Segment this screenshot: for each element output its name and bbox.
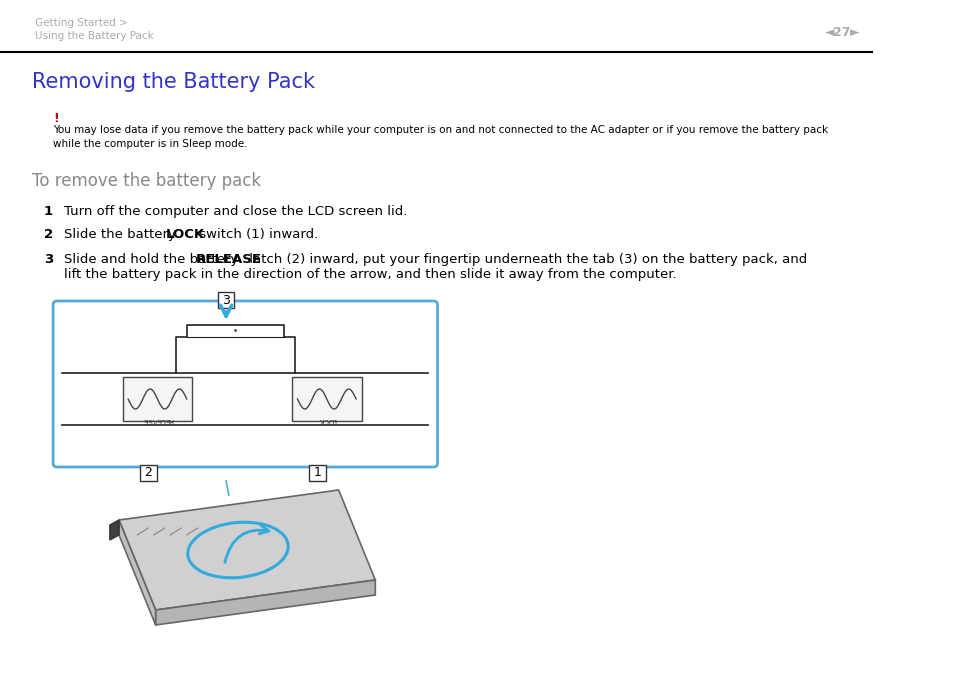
- Text: RELEASE: RELEASE: [142, 417, 172, 423]
- Text: LOCK: LOCK: [317, 417, 335, 423]
- Text: 2: 2: [144, 466, 152, 479]
- Text: LOCK: LOCK: [166, 228, 205, 241]
- Polygon shape: [155, 580, 375, 625]
- Bar: [292, 377, 361, 421]
- Text: 27: 27: [833, 26, 850, 40]
- Text: latch (2) inward, put your fingertip underneath the tab (3) on the battery pack,: latch (2) inward, put your fingertip und…: [245, 253, 807, 266]
- Text: lift the battery pack in the direction of the arrow, and then slide it away from: lift the battery pack in the direction o…: [64, 268, 676, 281]
- Text: Using the Battery Pack: Using the Battery Pack: [34, 31, 153, 41]
- Text: ◄: ◄: [823, 26, 833, 40]
- Text: 3: 3: [222, 293, 230, 307]
- Bar: [217, 292, 234, 308]
- Text: 1: 1: [314, 466, 321, 479]
- Text: 3: 3: [44, 253, 53, 266]
- Polygon shape: [110, 520, 119, 540]
- Text: Turn off the computer and close the LCD screen lid.: Turn off the computer and close the LCD …: [64, 205, 407, 218]
- Bar: [123, 377, 192, 421]
- Text: Slide the battery: Slide the battery: [0, 673, 1, 674]
- Text: You may lose data if you remove the battery pack while your computer is on and n: You may lose data if you remove the batt…: [53, 125, 827, 149]
- Text: Slide and hold the battery: Slide and hold the battery: [64, 253, 242, 266]
- Text: Removing the Battery Pack: Removing the Battery Pack: [32, 72, 314, 92]
- Text: To remove the battery pack: To remove the battery pack: [32, 172, 261, 190]
- Text: Slide the battery: Slide the battery: [64, 228, 180, 241]
- Text: Getting Started >: Getting Started >: [34, 18, 128, 28]
- Bar: [140, 465, 156, 481]
- Bar: [309, 465, 326, 481]
- Polygon shape: [119, 520, 155, 625]
- Text: !: !: [53, 112, 59, 125]
- Text: 2: 2: [44, 228, 53, 241]
- Text: switch (1) inward.: switch (1) inward.: [194, 228, 318, 241]
- Text: 1: 1: [44, 205, 53, 218]
- Polygon shape: [119, 490, 375, 610]
- Text: RELEASE: RELEASE: [195, 253, 262, 266]
- Text: ►: ►: [849, 26, 859, 40]
- Text: Slide the battery ​LOCK: Slide the battery ​LOCK: [0, 673, 1, 674]
- FancyBboxPatch shape: [53, 301, 437, 467]
